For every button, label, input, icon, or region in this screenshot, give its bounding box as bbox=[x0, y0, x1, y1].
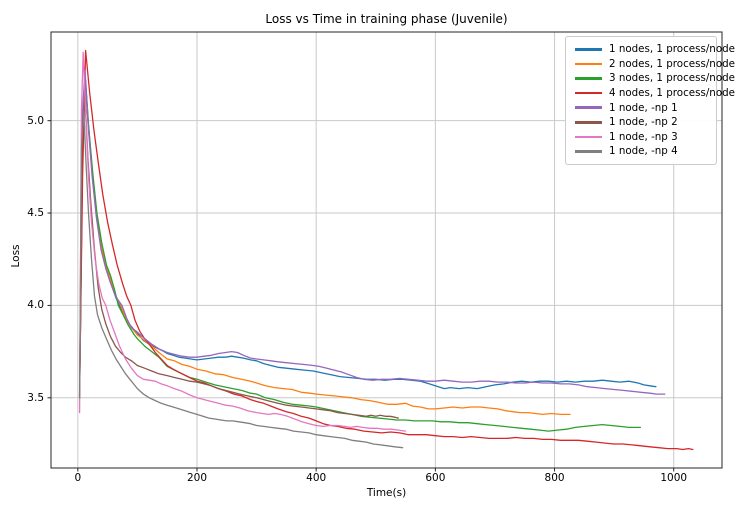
legend-item: 2 nodes, 1 process/node bbox=[575, 57, 735, 72]
legend-item: 4 nodes, 1 process/node bbox=[575, 86, 735, 101]
legend-line-swatch bbox=[575, 106, 602, 109]
legend: 1 nodes, 1 process/node 2 nodes, 1 proces… bbox=[565, 36, 735, 165]
series-line-8 bbox=[78, 110, 404, 449]
series-line-6 bbox=[78, 97, 400, 419]
legend-label: 3 nodes, 1 process/node bbox=[609, 72, 735, 85]
x-tick-label: 800 bbox=[544, 472, 565, 484]
plot-border bbox=[50, 31, 723, 469]
legend-line-swatch bbox=[575, 91, 602, 95]
series-line-2 bbox=[78, 88, 571, 416]
legend-line-swatch bbox=[575, 120, 602, 124]
series-line-5 bbox=[78, 70, 666, 399]
legend-label: 1 node, -np 3 bbox=[609, 130, 678, 143]
legend-line-swatch bbox=[575, 77, 602, 80]
y-tick-label: 3.5 bbox=[27, 391, 44, 404]
series-line-3 bbox=[78, 83, 642, 432]
y-tick-label: 4.5 bbox=[27, 207, 44, 220]
legend-item: 1 nodes, 1 process/node bbox=[575, 42, 735, 57]
x-tick-label: 0 bbox=[74, 472, 82, 484]
y-axis-label: Loss bbox=[10, 244, 22, 268]
legend-label: 1 node, -np 1 bbox=[609, 101, 678, 114]
x-tick-label: 600 bbox=[425, 472, 446, 484]
legend-label: 1 node, -np 2 bbox=[609, 116, 678, 129]
legend-label: 1 nodes, 1 process/node bbox=[609, 43, 735, 56]
legend-item: 1 node, -np 1 bbox=[575, 100, 709, 115]
legend-item: 3 nodes, 1 process/node bbox=[575, 71, 735, 86]
legend-line-swatch bbox=[575, 135, 602, 139]
y-tick-label: 4.0 bbox=[27, 299, 44, 312]
legend-line-swatch bbox=[575, 62, 602, 66]
chart-title: Loss vs Time in training phase (Juvenile… bbox=[265, 12, 508, 26]
legend-label: 4 nodes, 1 process/node bbox=[609, 87, 735, 100]
x-tick-label: 1000 bbox=[660, 472, 688, 484]
x-tick-label: 200 bbox=[186, 472, 207, 484]
legend-line-swatch bbox=[575, 150, 602, 153]
legend-line-swatch bbox=[575, 48, 602, 51]
legend-label: 1 node, -np 4 bbox=[609, 145, 678, 158]
x-axis-label: Time(s) bbox=[366, 487, 407, 499]
legend-item: 1 node, -np 4 bbox=[575, 144, 709, 159]
legend-label: 2 nodes, 1 process/node bbox=[609, 57, 735, 70]
series-line-7 bbox=[78, 51, 407, 432]
legend-item: 1 node, -np 2 bbox=[575, 115, 709, 130]
legend-item: 1 node, -np 3 bbox=[575, 130, 709, 145]
x-tick-label: 400 bbox=[306, 472, 327, 484]
y-tick-label: 5.0 bbox=[27, 114, 44, 127]
